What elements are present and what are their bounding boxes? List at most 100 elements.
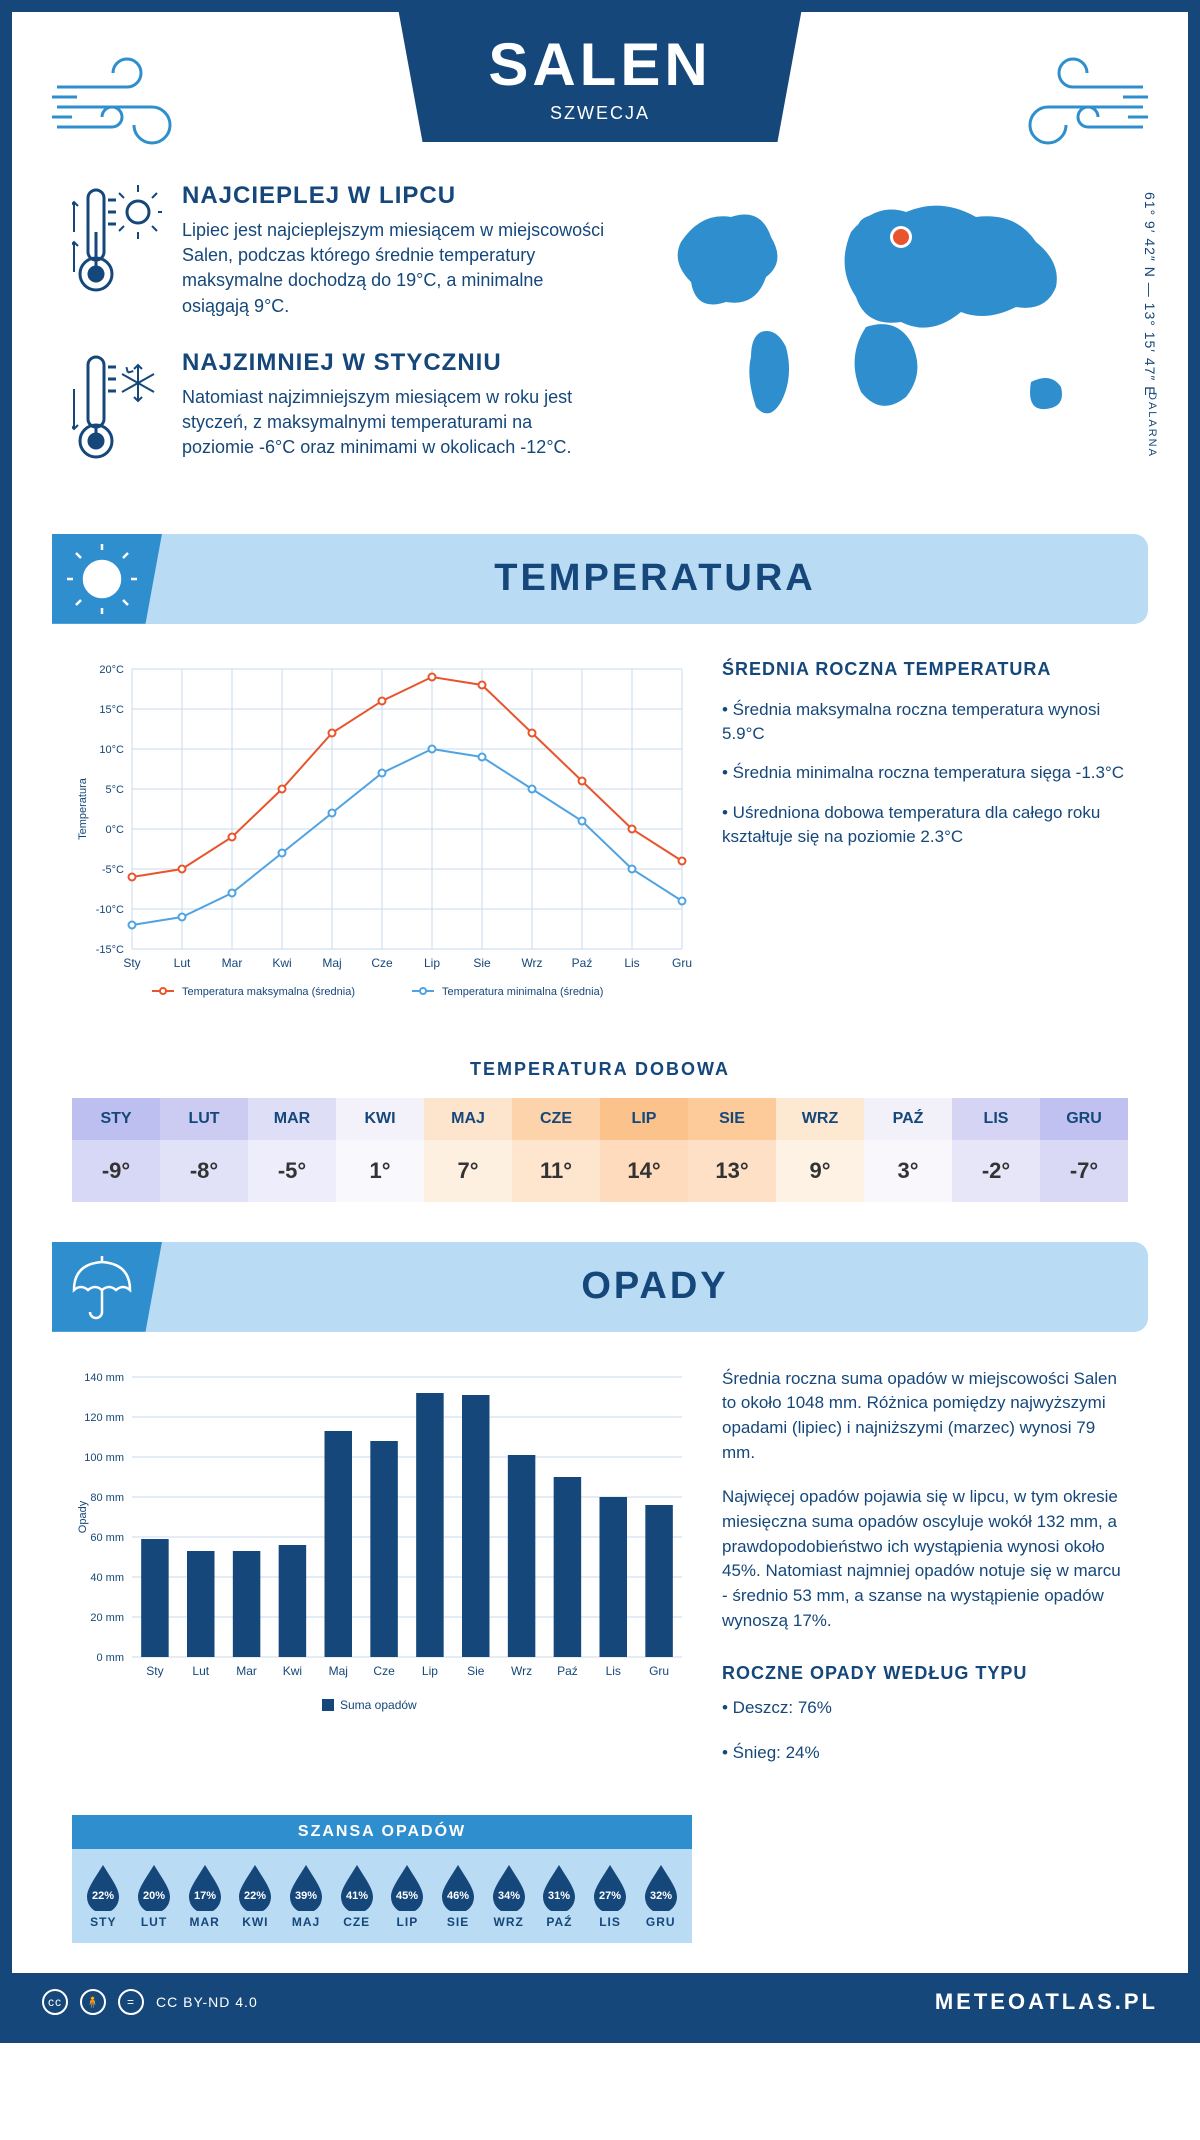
- daily-cell: STY-9°: [72, 1098, 160, 1202]
- svg-text:-5°C: -5°C: [102, 864, 124, 876]
- svg-text:100 mm: 100 mm: [84, 1452, 124, 1464]
- section-title: TEMPERATURA: [162, 557, 1148, 600]
- by-icon: 🧍: [80, 1989, 106, 2015]
- license-block: cc 🧍 = CC BY-ND 4.0: [42, 1989, 258, 2015]
- thermometer-snow-icon: [72, 349, 162, 474]
- chance-body: 22%STY20%LUT17%MAR22%KWI39%MAJ41%CZE45%L…: [72, 1849, 692, 1943]
- chance-cell: 39%MAJ: [281, 1863, 332, 1929]
- svg-text:Temperatura minimalna (średnia: Temperatura minimalna (średnia): [442, 986, 603, 998]
- umbrella-icon: [52, 1242, 162, 1332]
- chance-cell: 45%LIP: [382, 1863, 433, 1929]
- chance-cell: 32%GRU: [635, 1863, 686, 1929]
- svg-text:27%: 27%: [599, 1890, 621, 1902]
- precipitation-chart: 0 mm20 mm40 mm60 mm80 mm100 mm120 mm140 …: [72, 1367, 692, 1732]
- world-map-icon: [651, 182, 1121, 442]
- svg-text:Mar: Mar: [236, 1664, 257, 1678]
- daily-temp-table: STY-9°LUT-8°MAR-5°KWI1°MAJ7°CZE11°LIP14°…: [72, 1098, 1128, 1202]
- temperature-block: -15°C-10°C-5°C0°C5°C10°C15°C20°CStyLutMa…: [12, 624, 1188, 1049]
- page: SALEN SZWECJA: [0, 0, 1200, 2043]
- fact-title: NAJZIMNIEJ W STYCZNIU: [182, 349, 604, 377]
- svg-text:Sie: Sie: [467, 1664, 485, 1678]
- intro-row: NAJCIEPLEJ W LIPCU Lipiec jest najcieple…: [12, 142, 1188, 534]
- svg-text:5°C: 5°C: [106, 784, 125, 796]
- svg-text:Cze: Cze: [371, 956, 393, 970]
- svg-text:Paź: Paź: [572, 956, 593, 970]
- chance-cell: 22%STY: [78, 1863, 129, 1929]
- wind-swirl-icon: [1008, 52, 1148, 167]
- daily-cell: LIS-2°: [952, 1098, 1040, 1202]
- coordinates-label: 61° 9′ 42″ N — 13° 15′ 47″ E: [1142, 192, 1158, 397]
- summary-line: • Średnia maksymalna roczna temperatura …: [722, 698, 1128, 746]
- rain-chance-box: SZANSA OPADÓW 22%STY20%LUT17%MAR22%KWI39…: [72, 1815, 692, 1943]
- intro-facts: NAJCIEPLEJ W LIPCU Lipiec jest najcieple…: [72, 182, 604, 504]
- svg-text:10°C: 10°C: [99, 744, 124, 756]
- svg-text:46%: 46%: [447, 1890, 469, 1902]
- svg-text:Lut: Lut: [174, 956, 191, 970]
- footer: cc 🧍 = CC BY-ND 4.0 METEOATLAS.PL: [12, 1973, 1188, 2031]
- svg-text:22%: 22%: [92, 1890, 114, 1902]
- svg-text:32%: 32%: [650, 1890, 672, 1902]
- svg-text:Paź: Paź: [557, 1664, 578, 1678]
- fact-body: Lipiec jest najcieplejszym miesiącem w m…: [182, 218, 604, 319]
- nd-icon: =: [118, 1989, 144, 2015]
- svg-text:0 mm: 0 mm: [97, 1652, 125, 1664]
- chance-cell: 34%WRZ: [483, 1863, 534, 1929]
- svg-text:20°C: 20°C: [99, 664, 124, 676]
- svg-text:120 mm: 120 mm: [84, 1412, 124, 1424]
- svg-text:Lip: Lip: [422, 1664, 438, 1678]
- daily-cell: PAŹ3°: [864, 1098, 952, 1202]
- sun-icon: [52, 534, 162, 624]
- svg-text:Maj: Maj: [322, 956, 341, 970]
- daily-cell: WRZ9°: [776, 1098, 864, 1202]
- svg-text:60 mm: 60 mm: [90, 1532, 124, 1544]
- fact-warmest: NAJCIEPLEJ W LIPCU Lipiec jest najcieple…: [72, 182, 604, 319]
- svg-text:-10°C: -10°C: [96, 904, 124, 916]
- summary-line: • Średnia minimalna roczna temperatura s…: [722, 761, 1128, 785]
- wind-swirl-icon: [52, 52, 192, 167]
- svg-text:Temperatura: Temperatura: [77, 777, 89, 840]
- daily-cell: SIE13°: [688, 1098, 776, 1202]
- country-subtitle: SZWECJA: [488, 103, 711, 124]
- fact-coldest: NAJZIMNIEJ W STYCZNIU Natomiast najzimni…: [72, 349, 604, 474]
- svg-text:15°C: 15°C: [99, 704, 124, 716]
- chance-cell: 17%MAR: [179, 1863, 230, 1929]
- world-map-block: 61° 9′ 42″ N — 13° 15′ 47″ E DALARNA: [644, 182, 1128, 447]
- chance-cell: 20%LUT: [129, 1863, 180, 1929]
- svg-text:22%: 22%: [244, 1890, 266, 1902]
- svg-text:Lis: Lis: [624, 956, 639, 970]
- svg-text:80 mm: 80 mm: [90, 1492, 124, 1504]
- daily-cell: MAR-5°: [248, 1098, 336, 1202]
- daily-temp-title: TEMPERATURA DOBOWA: [12, 1059, 1188, 1080]
- chance-cell: 22%KWI: [230, 1863, 281, 1929]
- precipitation-block: 0 mm20 mm40 mm60 mm80 mm100 mm120 mm140 …: [12, 1332, 1188, 1806]
- svg-text:Gru: Gru: [672, 956, 692, 970]
- hero: SALEN SZWECJA: [12, 12, 1188, 142]
- title-banner: SALEN SZWECJA: [398, 10, 801, 142]
- svg-text:Sty: Sty: [123, 956, 140, 970]
- precip-para: Najwięcej opadów pojawia się w lipcu, w …: [722, 1485, 1128, 1633]
- daily-cell: LIP14°: [600, 1098, 688, 1202]
- temperature-chart: -15°C-10°C-5°C0°C5°C10°C15°C20°CStyLutMa…: [72, 659, 692, 1014]
- cc-icon: cc: [42, 1989, 68, 2015]
- svg-text:Kwi: Kwi: [272, 956, 291, 970]
- city-title: SALEN: [488, 30, 711, 99]
- svg-text:Sie: Sie: [473, 956, 491, 970]
- svg-text:Wrz: Wrz: [511, 1664, 532, 1678]
- section-header-precipitation: OPADY: [52, 1242, 1148, 1332]
- section-header-temperature: TEMPERATURA: [52, 534, 1148, 624]
- precip-type-title: ROCZNE OPADY WEDŁUG TYPU: [722, 1663, 1128, 1684]
- chance-title: SZANSA OPADÓW: [72, 1815, 692, 1849]
- precip-type-line: • Śnieg: 24%: [722, 1741, 1128, 1766]
- svg-text:Temperatura maksymalna (średni: Temperatura maksymalna (średnia): [182, 986, 355, 998]
- svg-text:Opady: Opady: [77, 1500, 89, 1533]
- svg-text:34%: 34%: [498, 1890, 520, 1902]
- svg-text:Lis: Lis: [606, 1664, 621, 1678]
- fact-title: NAJCIEPLEJ W LIPCU: [182, 182, 604, 210]
- region-label: DALARNA: [1146, 392, 1158, 458]
- svg-text:Maj: Maj: [329, 1664, 348, 1678]
- daily-cell: MAJ7°: [424, 1098, 512, 1202]
- svg-text:Wrz: Wrz: [521, 956, 542, 970]
- daily-cell: GRU-7°: [1040, 1098, 1128, 1202]
- svg-text:Mar: Mar: [222, 956, 243, 970]
- precip-summary: Średnia roczna suma opadów w miejscowośc…: [722, 1367, 1128, 1786]
